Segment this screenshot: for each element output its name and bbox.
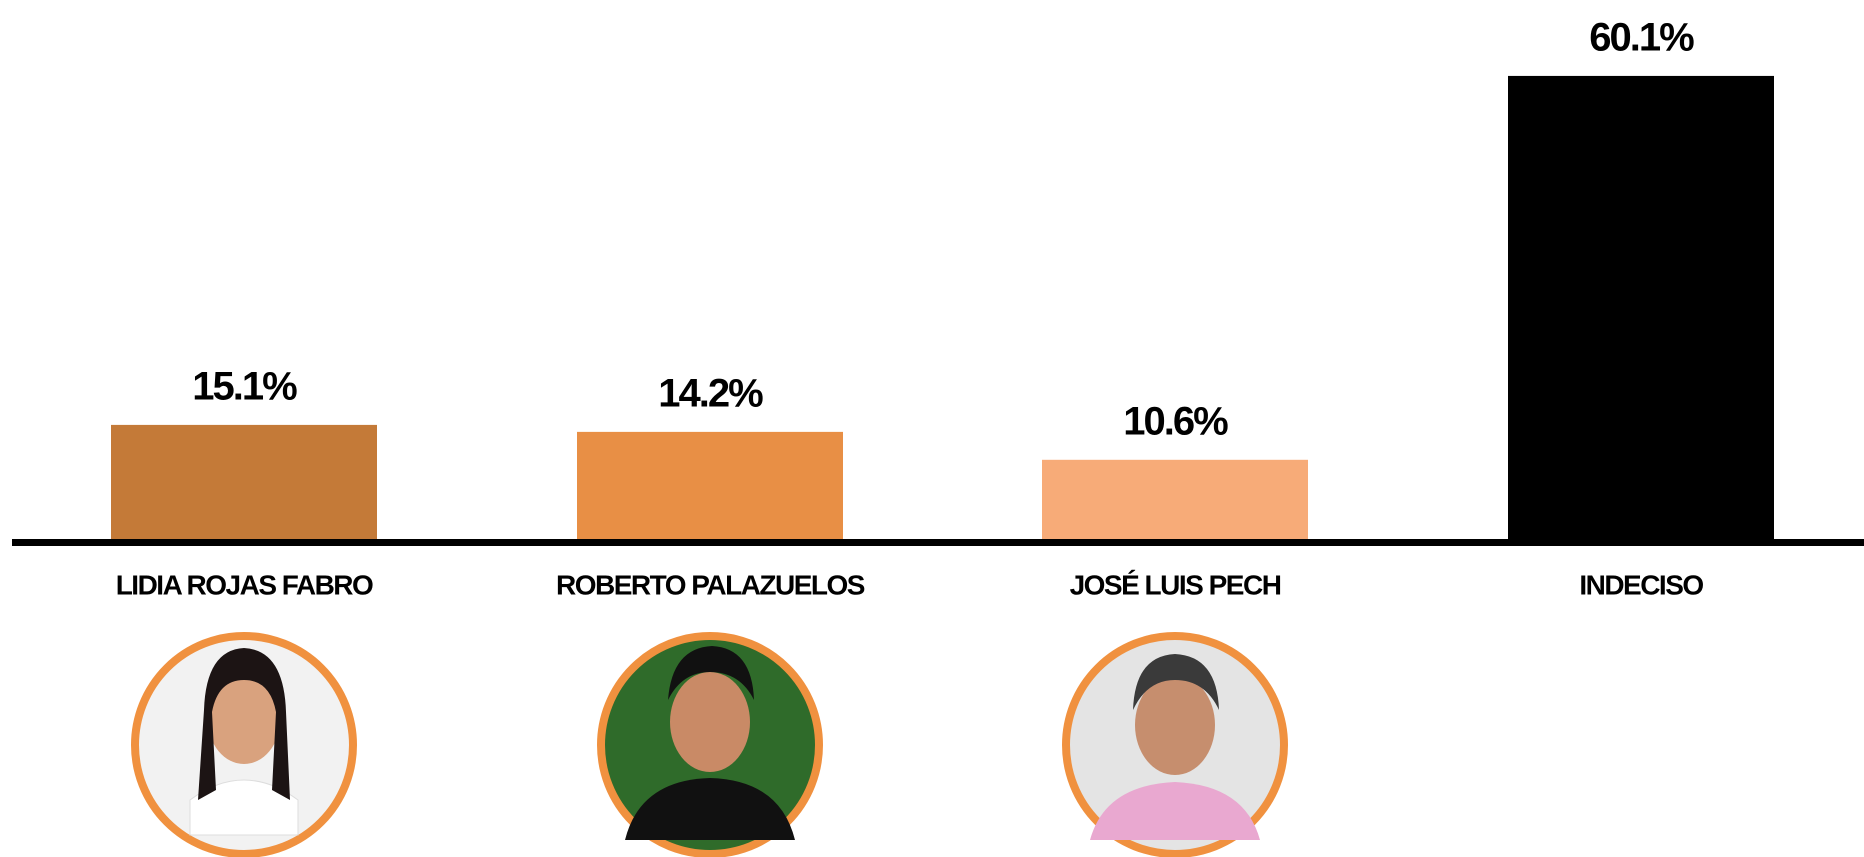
value-label: 15.1% — [192, 364, 297, 408]
value-label: 14.2% — [658, 371, 763, 415]
category-label: INDECISO — [1579, 569, 1703, 600]
category-label: LIDIA ROJAS FABRO — [116, 569, 373, 600]
value-label: 10.6% — [1123, 399, 1228, 443]
photo — [1062, 632, 1288, 857]
category-label: ROBERTO PALAZUELOS — [556, 569, 865, 600]
photo — [597, 632, 823, 857]
value-label: 60.1% — [1589, 15, 1694, 59]
bar — [1042, 459, 1308, 542]
photo — [131, 632, 357, 857]
bar — [111, 424, 377, 542]
bar — [577, 431, 843, 542]
category-label: JOSÉ LUIS PECH — [1070, 569, 1281, 600]
bar — [1508, 75, 1774, 542]
candidate-photos — [131, 632, 1288, 857]
baseline — [12, 539, 1864, 546]
